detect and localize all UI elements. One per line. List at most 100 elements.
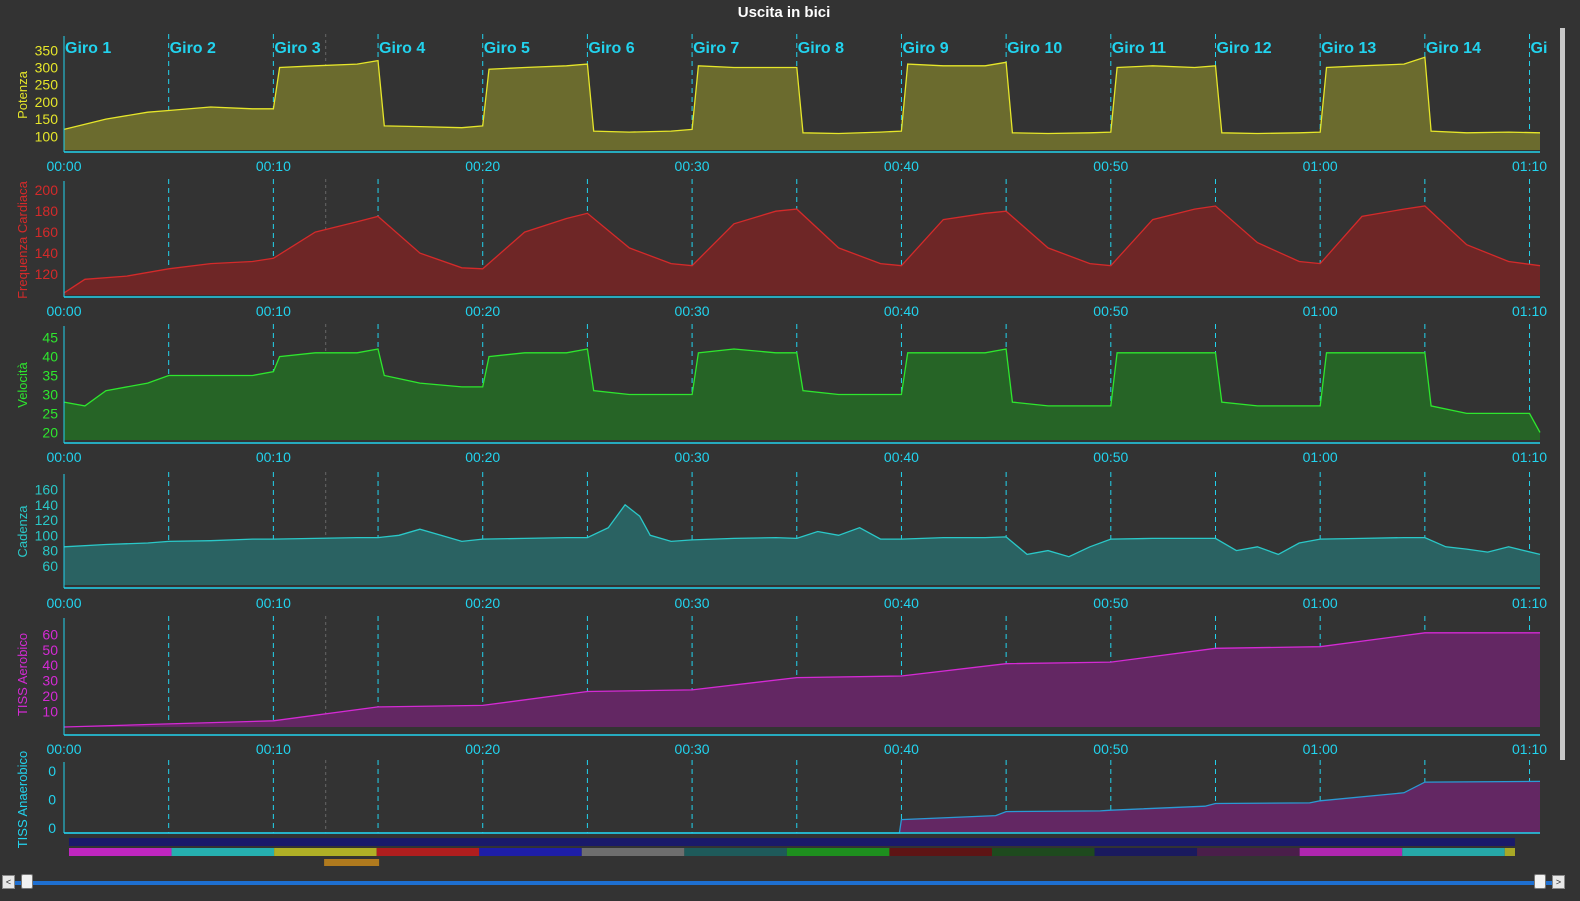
x-tick-label: 01:10 xyxy=(1512,158,1547,174)
x-tick-label: 00:30 xyxy=(675,449,710,465)
lap-color-segment xyxy=(581,848,685,856)
lap-color-segment xyxy=(889,848,992,856)
y-tick-label: 140 xyxy=(35,497,59,513)
y-tick-label: 100 xyxy=(35,128,59,144)
lap-label: Giro 1 xyxy=(65,40,111,57)
lap-label: Giro 9 xyxy=(902,40,948,57)
scroll-range-start-handle[interactable] xyxy=(21,874,33,889)
y-axis-label: Cadenza xyxy=(15,505,30,558)
heart-rate-area xyxy=(64,206,1540,295)
y-tick-label: 20 xyxy=(42,424,58,440)
x-tick-label: 00:40 xyxy=(884,158,919,174)
x-tick-label: 01:10 xyxy=(1512,741,1547,757)
tiss-anaerobic-area xyxy=(64,781,1540,833)
scroll-range-end-handle[interactable] xyxy=(1534,874,1546,889)
y-tick-label: 60 xyxy=(42,558,58,574)
x-tick-label: 00:20 xyxy=(465,303,500,319)
lap-color-segment xyxy=(171,848,275,856)
vertical-scrollbar[interactable] xyxy=(1560,28,1565,760)
y-tick-label: 200 xyxy=(35,182,59,198)
y-tick-label: 45 xyxy=(42,330,58,346)
lap-label: Giro 13 xyxy=(1321,40,1376,57)
scroll-left-button[interactable]: < xyxy=(2,875,15,889)
selected-lap-marker xyxy=(324,859,380,866)
x-tick-label: 00:20 xyxy=(465,741,500,757)
horizontal-scrollbar-track[interactable] xyxy=(8,881,1556,885)
x-tick-label: 00:50 xyxy=(1093,158,1128,174)
lap-label: Giro 3 xyxy=(274,40,320,57)
y-tick-label: 10 xyxy=(42,704,58,720)
y-tick-label: 50 xyxy=(42,642,58,658)
y-tick-label: 80 xyxy=(42,543,58,559)
lap-color-segment xyxy=(991,848,1095,856)
y-tick-label: 40 xyxy=(42,657,58,673)
lap-color-segment xyxy=(1402,848,1505,856)
tiss-anaerobic-series-line xyxy=(64,780,1541,834)
y-tick-label: 0 xyxy=(48,820,56,836)
lap-color-segment xyxy=(1299,848,1403,856)
x-tick-label: 00:00 xyxy=(46,595,81,611)
y-tick-label: 100 xyxy=(35,527,59,543)
y-tick-label: 160 xyxy=(35,481,59,497)
x-tick-label: 01:00 xyxy=(1303,158,1338,174)
x-tick-label: 01:00 xyxy=(1303,741,1338,757)
x-tick-label: 00:30 xyxy=(675,158,710,174)
y-tick-label: 30 xyxy=(42,386,58,402)
lap-label: Gi xyxy=(1531,40,1548,57)
power-series-line xyxy=(63,56,1541,135)
x-tick-label: 00:00 xyxy=(46,158,81,174)
x-tick-label: 00:40 xyxy=(884,741,919,757)
lap-overview-bar xyxy=(69,838,1515,846)
x-tick-label: 00:10 xyxy=(256,449,291,465)
x-tick-label: 01:00 xyxy=(1303,449,1338,465)
y-tick-label: 0 xyxy=(48,763,56,779)
y-tick-label: 60 xyxy=(42,626,58,642)
x-tick-label: 00:40 xyxy=(884,449,919,465)
tiss-aerobic-area xyxy=(64,632,1540,727)
y-tick-label: 40 xyxy=(42,349,58,365)
speed-series-line xyxy=(63,348,1541,433)
x-tick-label: 00:10 xyxy=(256,158,291,174)
x-tick-label: 01:00 xyxy=(1303,595,1338,611)
lap-label: Giro 7 xyxy=(693,40,739,57)
x-tick-label: 00:10 xyxy=(256,303,291,319)
lap-color-segment xyxy=(376,848,480,856)
y-axis-label: Potenza xyxy=(15,70,30,118)
y-tick-label: 140 xyxy=(35,245,59,261)
lap-label: Giro 14 xyxy=(1426,40,1481,57)
x-tick-label: 00:00 xyxy=(46,741,81,757)
x-tick-label: 01:10 xyxy=(1512,449,1547,465)
chart-window-title: Uscita in bici xyxy=(737,4,831,21)
y-tick-label: 120 xyxy=(35,266,59,282)
lap-label: Giro 12 xyxy=(1216,40,1271,57)
x-tick-label: 00:20 xyxy=(465,595,500,611)
x-tick-label: 01:10 xyxy=(1512,303,1547,319)
y-tick-label: 300 xyxy=(35,60,59,76)
tiss-aerobic-series-line xyxy=(63,632,1540,728)
y-tick-label: 180 xyxy=(35,203,59,219)
heart-rate-series-line xyxy=(63,205,1541,294)
x-tick-label: 00:10 xyxy=(256,741,291,757)
cadence-series-line xyxy=(63,503,1541,558)
x-tick-label: 00:50 xyxy=(1093,449,1128,465)
power-area xyxy=(64,57,1540,151)
y-tick-label: 20 xyxy=(42,688,58,704)
y-tick-label: 30 xyxy=(42,673,58,689)
lap-label: Giro 5 xyxy=(484,40,530,57)
x-tick-label: 00:30 xyxy=(675,741,710,757)
y-axis-label: Frequenza Cardiaca xyxy=(15,180,30,299)
x-tick-label: 00:40 xyxy=(884,595,919,611)
cadence-area xyxy=(64,504,1540,585)
y-tick-label: 120 xyxy=(35,512,59,528)
x-tick-label: 01:10 xyxy=(1512,595,1547,611)
scroll-right-button[interactable]: > xyxy=(1552,875,1565,889)
lap-color-segment xyxy=(479,848,582,856)
y-axis-label: TISS Aerobico xyxy=(15,633,30,716)
y-tick-label: 350 xyxy=(35,42,59,58)
y-tick-label: 250 xyxy=(35,77,59,93)
x-tick-label: 00:00 xyxy=(46,449,81,465)
y-tick-label: 0 xyxy=(48,792,56,808)
x-tick-label: 00:20 xyxy=(465,158,500,174)
lap-label: Giro 4 xyxy=(379,40,425,57)
